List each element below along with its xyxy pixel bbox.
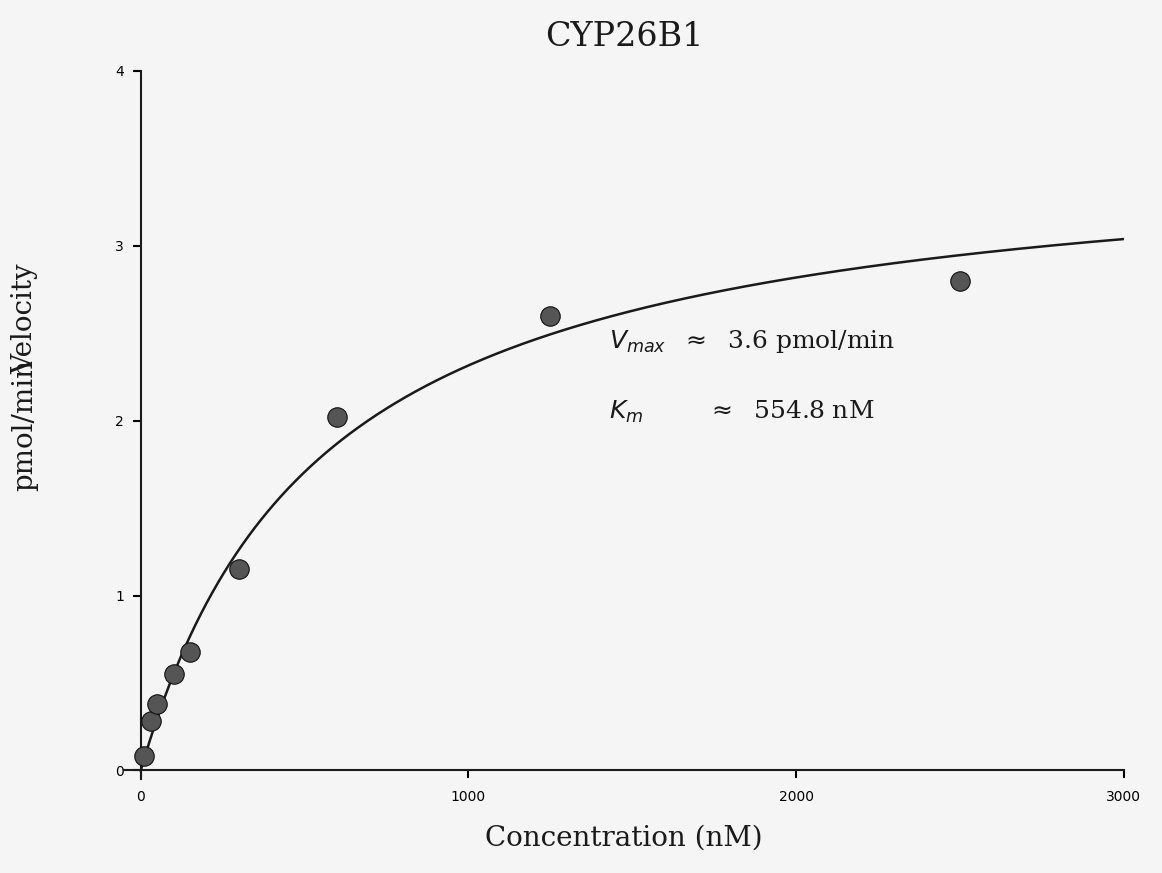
Text: $V_{max}$  $\approx$  3.6 pmol/min: $V_{max}$ $\approx$ 3.6 pmol/min xyxy=(609,328,896,355)
Text: $K_m$        $\approx$  554.8 nM: $K_m$ $\approx$ 554.8 nM xyxy=(609,399,875,425)
X-axis label: Concentration (nM): Concentration (nM) xyxy=(486,825,762,852)
Text: pmol/min: pmol/min xyxy=(10,359,38,491)
Text: Velocity: Velocity xyxy=(10,264,38,374)
Title: CYP26B1: CYP26B1 xyxy=(545,21,703,53)
